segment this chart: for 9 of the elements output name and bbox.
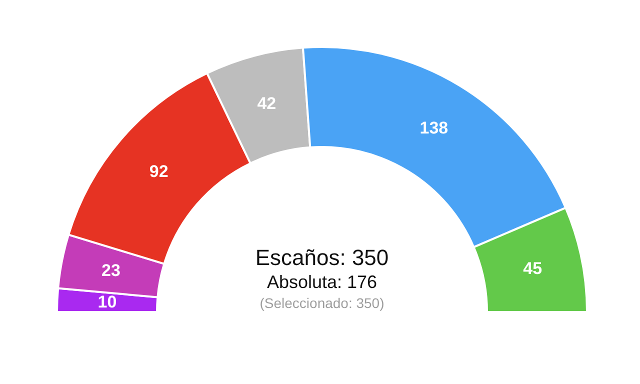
data-label: 92	[149, 162, 168, 181]
data-label: 42	[257, 94, 276, 114]
text: Escaños: 350	[255, 245, 389, 270]
data-label: 138	[420, 118, 448, 138]
text: (Seleccionado: 350)	[260, 295, 384, 311]
data-label: 23	[102, 260, 120, 280]
data-label: 45	[523, 258, 542, 278]
text: Absoluta: 176	[266, 272, 378, 292]
data-label: 10	[98, 292, 117, 312]
